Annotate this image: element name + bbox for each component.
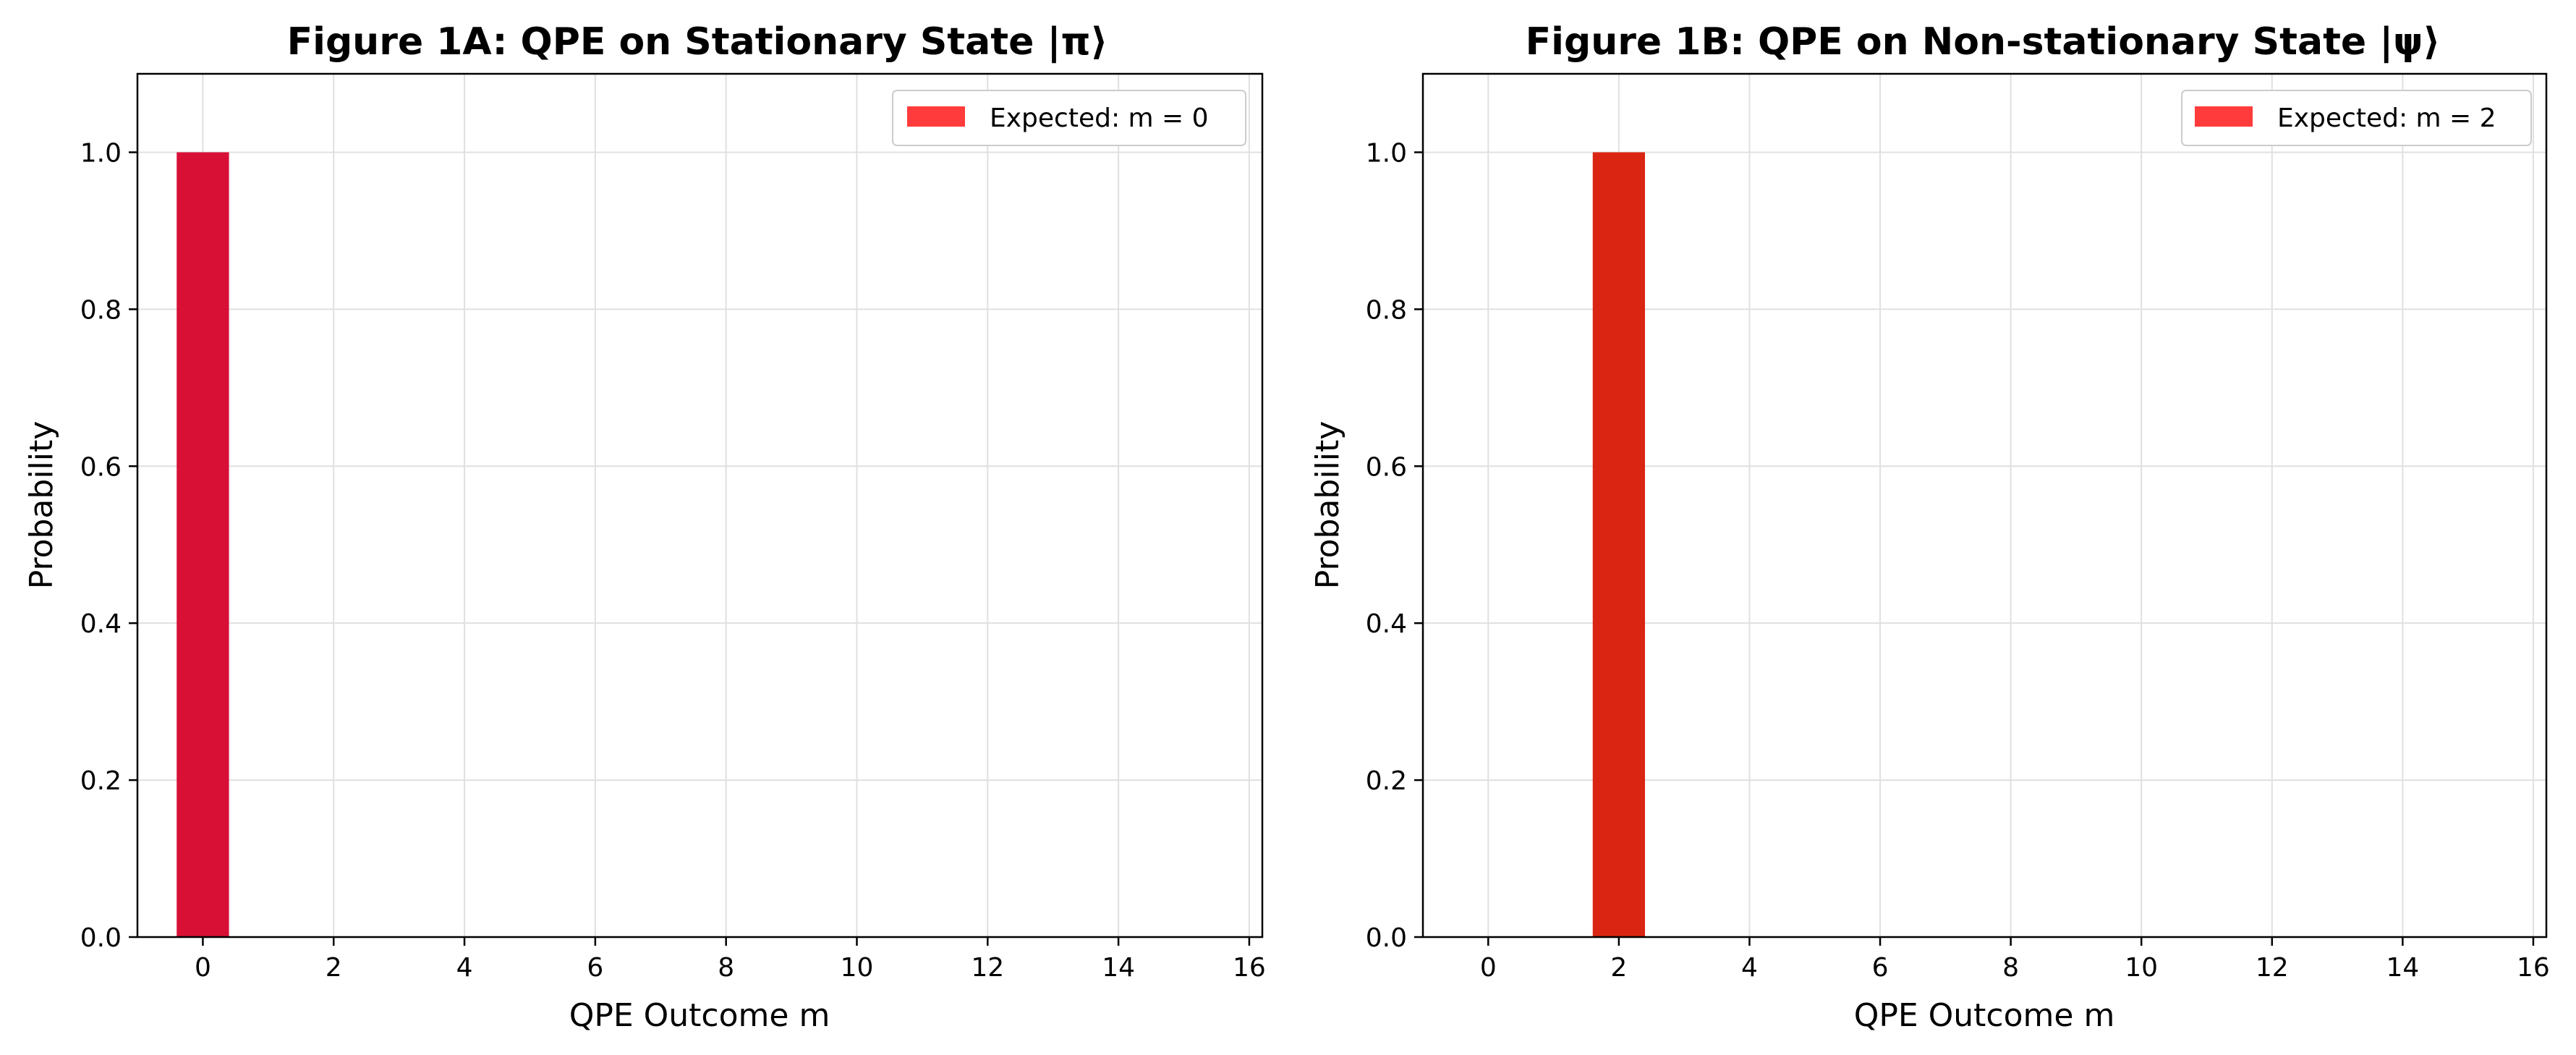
x-tick-label: 14 bbox=[2386, 953, 2419, 983]
bar bbox=[177, 152, 229, 937]
legend-1b: Expected: m = 2 bbox=[2181, 90, 2532, 146]
y-tick-label: 0.8 bbox=[80, 295, 122, 325]
x-axis-label-1b: QPE Outcome m bbox=[1854, 997, 2115, 1034]
x-tick-label: 8 bbox=[2002, 953, 2019, 983]
bars-1a bbox=[177, 152, 229, 937]
chart-title-1a: Figure 1A: QPE on Stationary State |π⟩ bbox=[287, 20, 1108, 64]
x-tick-label: 10 bbox=[841, 953, 874, 983]
legend-box-1a bbox=[892, 90, 1246, 146]
y-tick-label: 0.6 bbox=[80, 452, 122, 482]
x-ticks-1b: 0 2 4 6 8 10 12 14 16 bbox=[1480, 937, 2550, 983]
x-ticks-1a: 0 2 4 6 8 10 12 14 16 bbox=[195, 937, 1266, 983]
y-tick-label: 0.4 bbox=[1366, 609, 1407, 639]
x-tick-label: 6 bbox=[587, 953, 603, 983]
x-tick-label: 0 bbox=[1480, 953, 1497, 983]
x-tick-label: 16 bbox=[1233, 953, 1266, 983]
y-tick-label: 0.0 bbox=[80, 923, 122, 953]
x-tick-label: 4 bbox=[456, 953, 473, 983]
x-tick-label: 2 bbox=[326, 953, 342, 983]
y-axis-label-1a: Probability bbox=[23, 421, 60, 590]
x-tick-label: 10 bbox=[2125, 953, 2158, 983]
chart-title-1b: Figure 1B: QPE on Non-stationary State |… bbox=[1526, 20, 2441, 64]
x-axis-label-1a: QPE Outcome m bbox=[569, 997, 830, 1034]
y-axis-label-1b: Probability bbox=[1309, 421, 1346, 590]
x-tick-label: 0 bbox=[195, 953, 211, 983]
x-tick-label: 14 bbox=[1102, 953, 1135, 983]
y-tick-label: 0.0 bbox=[1366, 923, 1407, 953]
x-tick-label: 16 bbox=[2517, 953, 2550, 983]
panel-1b: Figure 1B: QPE on Non-stationary State |… bbox=[1309, 20, 2550, 1034]
x-tick-label: 8 bbox=[718, 953, 734, 983]
y-tick-label: 1.0 bbox=[80, 138, 122, 168]
plot-frame-1a bbox=[136, 72, 1264, 939]
legend-label-1a: Expected: m = 0 bbox=[990, 103, 1209, 133]
y-tick-label: 0.6 bbox=[1366, 452, 1407, 482]
legend-label-1b: Expected: m = 2 bbox=[2277, 103, 2496, 133]
plot-frame-1b bbox=[1421, 72, 2548, 939]
y-tick-label: 0.8 bbox=[1366, 295, 1407, 325]
legend-swatch-1b bbox=[2195, 106, 2253, 127]
legend-1a: Expected: m = 0 bbox=[892, 90, 1246, 146]
y-tick-label: 0.4 bbox=[80, 609, 122, 639]
x-tick-label: 12 bbox=[2256, 953, 2289, 983]
x-tick-label: 6 bbox=[1872, 953, 1889, 983]
bar bbox=[1592, 152, 1645, 937]
y-ticks-1a: 0.0 0.2 0.4 0.6 0.8 1.0 bbox=[80, 138, 137, 953]
bars-1b bbox=[1592, 152, 1645, 937]
legend-box-1b bbox=[2181, 90, 2532, 146]
y-tick-label: 0.2 bbox=[80, 766, 122, 796]
x-tick-label: 2 bbox=[1610, 953, 1627, 983]
panel-1a: Figure 1A: QPE on Stationary State |π⟩ 0… bbox=[23, 20, 1266, 1034]
x-tick-label: 12 bbox=[971, 953, 1004, 983]
y-tick-label: 0.2 bbox=[1366, 766, 1407, 796]
x-tick-label: 4 bbox=[1741, 953, 1758, 983]
y-tick-label: 1.0 bbox=[1366, 138, 1407, 168]
legend-swatch-1a bbox=[907, 106, 965, 127]
y-ticks-1b: 0.0 0.2 0.4 0.6 0.8 1.0 bbox=[1366, 138, 1423, 953]
